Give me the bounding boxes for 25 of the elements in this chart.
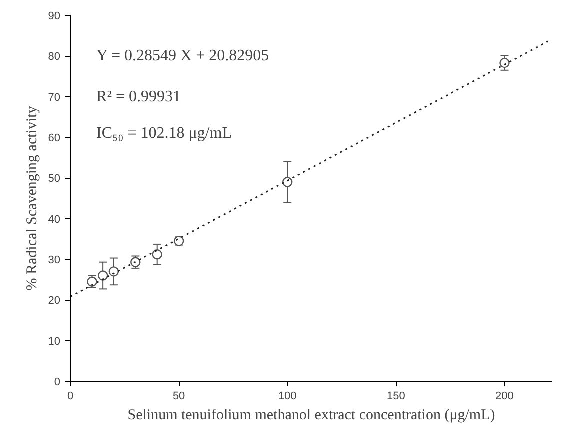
point xyxy=(282,177,293,188)
x-tick-label: 0 xyxy=(67,390,74,402)
annotation: Y = 0.28549 X + 20.82905 xyxy=(96,48,270,65)
x-tick-label: 100 xyxy=(278,390,297,402)
y-tick-label: 60 xyxy=(48,132,61,144)
point xyxy=(500,58,510,68)
x-tick-label: 150 xyxy=(387,390,406,402)
y-tick-label: 80 xyxy=(48,51,61,64)
annotation: IC₅₀ = 102.18 μg/mL xyxy=(96,124,232,142)
y-tick-label: 90 xyxy=(48,10,61,22)
y-tick-label: 20 xyxy=(48,295,61,308)
x-tick-label: 200 xyxy=(496,390,514,402)
point xyxy=(152,250,162,260)
y-tick-label: 50 xyxy=(48,173,61,186)
annotation: R² = 0.99931 xyxy=(96,88,182,106)
x-tick-label: 50 xyxy=(172,390,186,402)
y-axis-title: % Radical Scavenging activity xyxy=(24,106,40,291)
x-axis-title: Selinum tenuifolium methanol extract concentration (μg/mL) xyxy=(128,408,496,424)
point xyxy=(98,270,108,281)
point xyxy=(108,266,120,277)
y-tick-label: 0 xyxy=(54,376,61,388)
y-tick-label: 30 xyxy=(48,254,61,266)
y-tick-label: 10 xyxy=(48,336,61,348)
y-tick-label: 70 xyxy=(48,92,61,104)
y-tick-label: 40 xyxy=(48,214,61,226)
